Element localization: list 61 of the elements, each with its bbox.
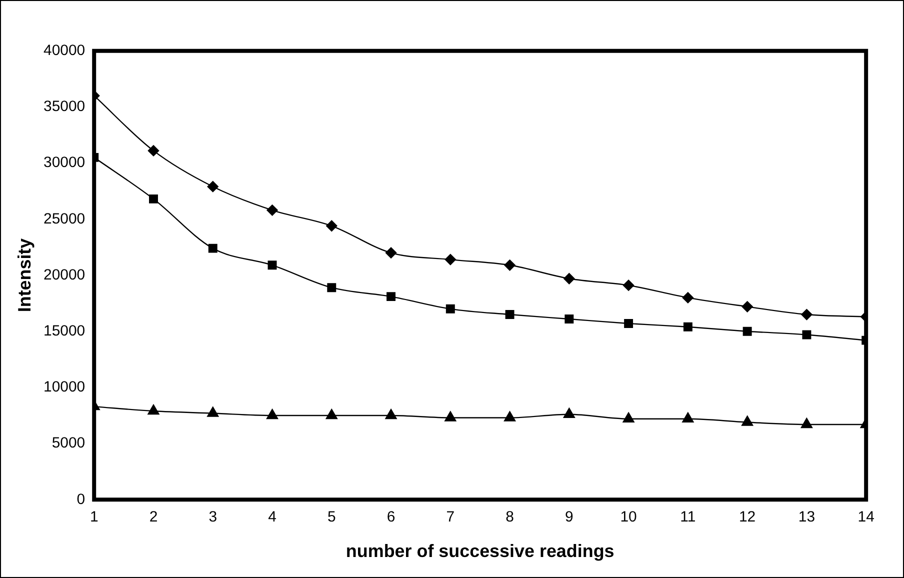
point — [444, 254, 456, 266]
x-tick-label: 13 — [798, 508, 816, 526]
y-tick-label: 40000 — [44, 42, 86, 59]
point — [266, 204, 278, 216]
point — [622, 280, 634, 291]
point — [266, 408, 278, 420]
point — [563, 408, 575, 418]
point — [326, 220, 338, 232]
x-tick-label: 12 — [739, 508, 756, 526]
x-tick-label: 14 — [858, 508, 874, 526]
point — [148, 145, 160, 156]
point — [505, 310, 514, 319]
point — [622, 412, 634, 422]
point — [742, 301, 753, 312]
x-tick-label: 8 — [506, 508, 514, 526]
point — [742, 326, 752, 336]
point — [683, 322, 692, 332]
point — [801, 308, 812, 320]
point — [327, 283, 336, 292]
point — [504, 260, 516, 271]
x-tick-label: 7 — [446, 508, 455, 526]
y-tick-label: 25000 — [44, 210, 86, 228]
point — [385, 408, 397, 420]
point — [802, 330, 812, 340]
point — [207, 181, 218, 192]
point — [504, 411, 516, 422]
point — [800, 418, 812, 428]
x-tick-label: 9 — [565, 508, 574, 526]
x-tick-label: 4 — [268, 508, 276, 526]
point — [624, 319, 634, 328]
point — [446, 304, 455, 314]
point — [564, 273, 575, 284]
point — [385, 247, 397, 258]
point — [444, 411, 456, 422]
point — [268, 260, 277, 270]
point — [386, 292, 396, 302]
point — [148, 404, 160, 415]
point — [207, 406, 219, 417]
y-tick-label: 35000 — [44, 98, 86, 116]
point — [564, 314, 574, 324]
point — [149, 194, 158, 204]
point — [682, 412, 694, 422]
x-tick-label: 10 — [620, 508, 637, 526]
x-tick-label: 5 — [327, 508, 336, 526]
x-tick-label: 1 — [90, 508, 98, 526]
point — [208, 244, 218, 253]
y-tick-label: 20000 — [44, 266, 86, 284]
point — [326, 408, 338, 420]
y-tick-label: 5000 — [52, 434, 86, 452]
x-axis-title: number of successive readings — [346, 541, 614, 562]
x-tick-label: 11 — [680, 508, 696, 526]
y-tick-label: 0 — [76, 490, 86, 508]
y-tick-label: 30000 — [44, 154, 86, 172]
y-axis-title: Intensity — [14, 238, 35, 312]
point — [742, 416, 754, 426]
y-tick-label: 10000 — [44, 378, 86, 396]
x-tick-label: 2 — [149, 508, 158, 526]
y-tick-label: 15000 — [44, 322, 86, 340]
x-tick-label: 3 — [208, 508, 218, 526]
point — [682, 292, 694, 304]
x-tick-label: 6 — [386, 508, 396, 526]
